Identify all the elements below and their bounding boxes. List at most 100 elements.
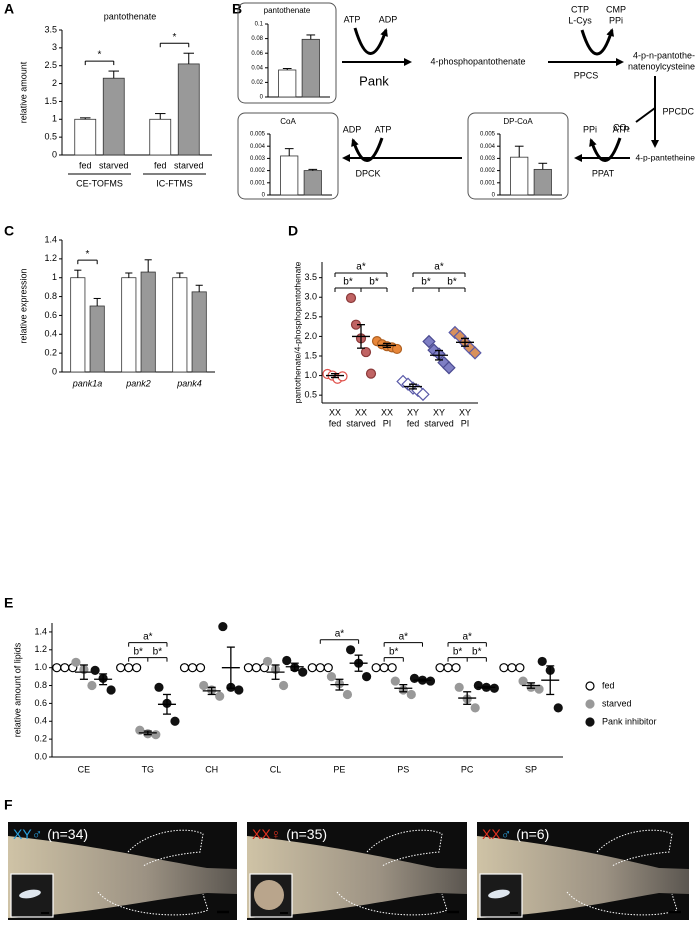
- x-tick-label: SP: [525, 764, 537, 774]
- y-tick-label: 0.003: [480, 156, 496, 162]
- x-tick-label: PE: [333, 764, 345, 774]
- x-tick-label: pank2: [125, 378, 151, 388]
- data-point: [518, 676, 528, 686]
- y-tick-label: 0.005: [480, 132, 496, 138]
- diagram-label: CMP: [606, 4, 626, 14]
- bar-label: starved: [99, 160, 129, 170]
- data-point: [422, 334, 436, 349]
- legend-label: fed: [602, 680, 615, 690]
- diagram-label: DPCK: [355, 168, 380, 178]
- photo-label-part: XY: [13, 826, 32, 842]
- bar: [74, 118, 97, 156]
- bar: [533, 168, 552, 196]
- fish-body: [247, 836, 467, 918]
- legend-label: Pank inhibitor: [602, 716, 657, 726]
- x-tick-label: TG: [142, 764, 155, 774]
- x-tick-label: starved: [424, 418, 454, 428]
- y-tick-label: 0.002: [250, 168, 266, 174]
- legend-marker: [585, 699, 595, 709]
- significance-label: b*: [343, 277, 353, 288]
- y-tick-label: 0.06: [251, 51, 263, 57]
- data-point: [416, 387, 430, 402]
- pathway-diagram: ATP ADP Pank 4-phosphopantothenate CTP L…: [342, 4, 695, 178]
- inset-frame: [237, 112, 339, 200]
- arrow: [353, 27, 388, 55]
- y-tick-label: 1.4: [44, 234, 57, 244]
- y-tick-label: 0.001: [250, 180, 266, 186]
- bar-label: fed: [79, 160, 92, 170]
- data-point: [489, 683, 499, 693]
- significance-label: a*: [356, 262, 366, 273]
- x-tick-label: PC: [461, 764, 474, 774]
- photo-count: (n=6): [516, 826, 549, 842]
- significance-label: a*: [399, 631, 409, 642]
- data-point: [90, 665, 100, 675]
- photo-label: XX♂ (n=6): [482, 826, 549, 842]
- diagram-label: ATP: [613, 124, 630, 134]
- data-point: [326, 671, 337, 682]
- data-point: [262, 656, 273, 667]
- arrow: [635, 107, 656, 123]
- data-point: [87, 680, 97, 691]
- diagram-label: ADP: [343, 124, 362, 134]
- data-point: [387, 663, 397, 673]
- data-point: [135, 725, 145, 735]
- bar: [89, 305, 105, 373]
- y-tick-label: 3.5: [304, 272, 317, 282]
- arrow: [580, 28, 615, 56]
- data-point: [298, 667, 308, 677]
- y-axis-label: relative expression: [18, 268, 28, 343]
- photo-label-part: ♂: [501, 826, 512, 842]
- gonad: [254, 880, 284, 910]
- y-axis-label: relative amount of lipids: [12, 642, 22, 737]
- panel-letter: D: [288, 223, 298, 239]
- x-tick-label: PI: [461, 418, 470, 428]
- y-tick-label: 0.02: [251, 80, 263, 86]
- data-point: [106, 685, 116, 695]
- arrow: [351, 137, 384, 162]
- data-point: [362, 671, 372, 682]
- data-point: [442, 361, 456, 375]
- y-tick-label: 0.04: [251, 65, 263, 71]
- x-tick-label: CE: [78, 764, 91, 774]
- data-point: [52, 663, 62, 673]
- y-tick-label: 0.5: [44, 132, 57, 142]
- diagram-label: 4-p-pantetheine: [635, 152, 695, 162]
- y-tick-label: 1: [52, 272, 57, 282]
- y-tick-label: 1.2: [34, 644, 47, 654]
- significance-label: a*: [335, 628, 345, 639]
- data-point: [553, 703, 563, 713]
- data-point: [307, 663, 317, 673]
- data-point: [151, 730, 161, 740]
- bar: [280, 155, 299, 196]
- x-tick-label: XX: [381, 407, 393, 417]
- panel-letter: B: [232, 1, 242, 17]
- bar: [303, 170, 322, 196]
- legend-marker: [585, 717, 595, 727]
- data-point: [499, 663, 509, 673]
- y-tick-label: 0.8: [44, 291, 57, 301]
- significance-label: *: [98, 50, 102, 61]
- y-tick-label: 0.1: [255, 22, 264, 28]
- y-tick-label: 0.2: [34, 734, 47, 744]
- diagram-label: natenoylcysteine: [628, 61, 695, 71]
- arrow: [589, 137, 622, 162]
- bar-label: starved: [174, 160, 204, 170]
- data-point: [132, 663, 142, 673]
- x-tick-label: pank4: [176, 378, 202, 388]
- y-tick-label: 1.2: [44, 253, 57, 263]
- fin-outline: [97, 891, 209, 916]
- data-point: [124, 663, 134, 673]
- y-tick-label: 0: [52, 149, 57, 159]
- data-point: [337, 371, 348, 382]
- x-tick-label: fed: [407, 418, 420, 428]
- y-tick-label: 1.0: [304, 370, 317, 380]
- data-point: [360, 346, 372, 358]
- data-point: [170, 716, 180, 726]
- y-tick-label: 3.0: [304, 292, 317, 302]
- diagram-label: 4-p-n-pantothe-: [633, 50, 695, 60]
- data-point: [195, 663, 206, 673]
- x-tick-label: starved: [346, 418, 376, 428]
- fish-body: [477, 836, 689, 918]
